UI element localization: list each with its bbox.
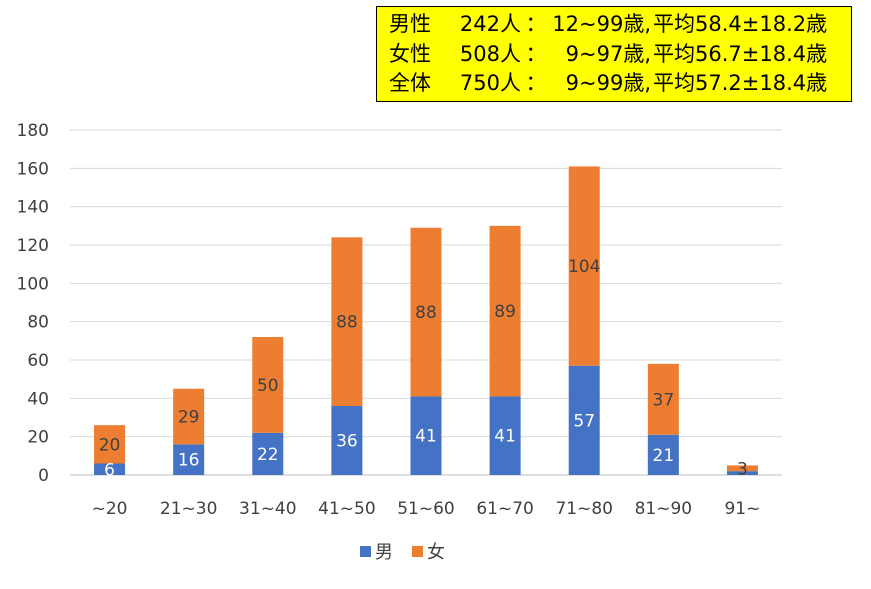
data-label: 88 [415, 303, 437, 323]
data-label: 104 [568, 257, 600, 277]
summary-range: 12~99歳, [552, 12, 651, 36]
legend: 男女 [360, 542, 445, 563]
bar-segment-female [331, 237, 363, 406]
summary-box: 男性 242人： 12~99歳,平均58.4±18.2歳 女性 508人： 9~97歳,… [376, 6, 852, 102]
summary-range: 9~97歳, [565, 41, 651, 66]
summary-label: 女性 [389, 41, 431, 66]
summary-count: 508人 [459, 41, 521, 66]
data-label: 57 [573, 411, 595, 431]
data-labels: 6 20 16 29 22 50 36 88 41 88 41 89 57 104 21 37 3 [99, 257, 748, 480]
summary-count: 750人 [459, 71, 521, 95]
bar-segment-female [647, 363, 679, 435]
x-tick-label: 81~90 [635, 499, 693, 519]
bar-segment-male [489, 396, 521, 475]
bar-segment-male [568, 365, 600, 475]
data-label: 22 [257, 445, 279, 465]
summary-mean: 平均58.4±18.2歳 [653, 12, 828, 36]
data-label: 16 [178, 451, 200, 471]
data-label: 36 [336, 432, 358, 452]
y-tick-label: 100 [17, 274, 49, 294]
summary-label: 男性 [389, 12, 431, 36]
data-label: 21 [653, 446, 675, 466]
summary-mean: 平均56.7±18.4歳 [653, 41, 828, 66]
x-tick-label: 91~ [724, 499, 760, 519]
bar-segment-male [173, 444, 205, 475]
x-tick-label: 61~70 [476, 499, 534, 519]
data-label: 20 [99, 435, 121, 455]
bar-segment-male [726, 471, 758, 475]
y-tick-label: 120 [17, 236, 49, 256]
summary-separator: ： [525, 71, 547, 95]
data-label: 88 [336, 313, 358, 333]
bar-segment-female [173, 388, 205, 445]
data-label: 3 [737, 459, 748, 479]
data-label: 41 [494, 427, 516, 447]
bar-segment-female [410, 227, 442, 397]
summary-range: 9~99歳, [565, 71, 651, 95]
data-label: 89 [494, 302, 516, 322]
bar-segment-male [647, 434, 679, 475]
x-tick-label: 51~60 [397, 499, 455, 519]
x-axis-ticks: ~20 21~30 31~40 41~50 51~60 61~70 71~80 81~90 91… [92, 499, 761, 519]
legend-label: 男 [375, 542, 393, 563]
y-tick-label: 160 [17, 159, 49, 179]
summary-row-female: 女性 508人： 9~97歳,平均56.7±18.4歳 [389, 40, 851, 70]
bar-segment-female [94, 425, 126, 464]
y-tick-label: 0 [38, 466, 49, 486]
x-tick-label: 21~30 [160, 499, 218, 519]
summary-separator: ： [525, 12, 547, 36]
bars [94, 166, 758, 475]
bar-segment-female [252, 337, 284, 433]
data-label: 29 [178, 408, 200, 428]
bar-segment-female [568, 166, 600, 366]
summary-count: 242人 [459, 12, 521, 36]
y-tick-label: 40 [27, 389, 49, 409]
y-tick-label: 80 [27, 313, 49, 333]
legend-swatch-female [412, 546, 423, 557]
data-label: 37 [653, 390, 675, 410]
x-tick-label: 41~50 [318, 499, 376, 519]
y-axis-ticks: 0 20 40 60 80 100 120 140 160 180 [17, 121, 49, 486]
data-label: 6 [104, 460, 115, 480]
bar-segment-male [410, 396, 442, 475]
bar-segment-male [94, 463, 126, 475]
x-tick-label: 31~40 [239, 499, 297, 519]
bar-segment-female [489, 225, 521, 397]
summary-mean: 平均57.2±18.4歳 [653, 71, 828, 95]
data-label: 50 [257, 376, 279, 396]
summary-separator: ： [525, 41, 547, 66]
legend-swatch-male [360, 546, 371, 557]
x-tick-label: ~20 [92, 499, 128, 519]
y-tick-label: 180 [17, 121, 49, 141]
summary-row-male: 男性 242人： 12~99歳,平均58.4±18.2歳 [389, 10, 851, 40]
bar-segment-female [726, 465, 758, 472]
y-tick-label: 140 [17, 198, 49, 218]
y-tick-label: 20 [27, 428, 49, 448]
x-tick-label: 71~80 [555, 499, 613, 519]
summary-label: 全体 [389, 71, 431, 95]
legend-label: 女 [427, 542, 445, 563]
bar-segment-male [252, 432, 284, 475]
bar-segment-male [331, 406, 363, 475]
y-tick-label: 60 [27, 351, 49, 371]
summary-row-total: 全体 750人： 9~99歳,平均57.2±18.4歳 [389, 69, 851, 99]
data-label: 41 [415, 427, 437, 447]
